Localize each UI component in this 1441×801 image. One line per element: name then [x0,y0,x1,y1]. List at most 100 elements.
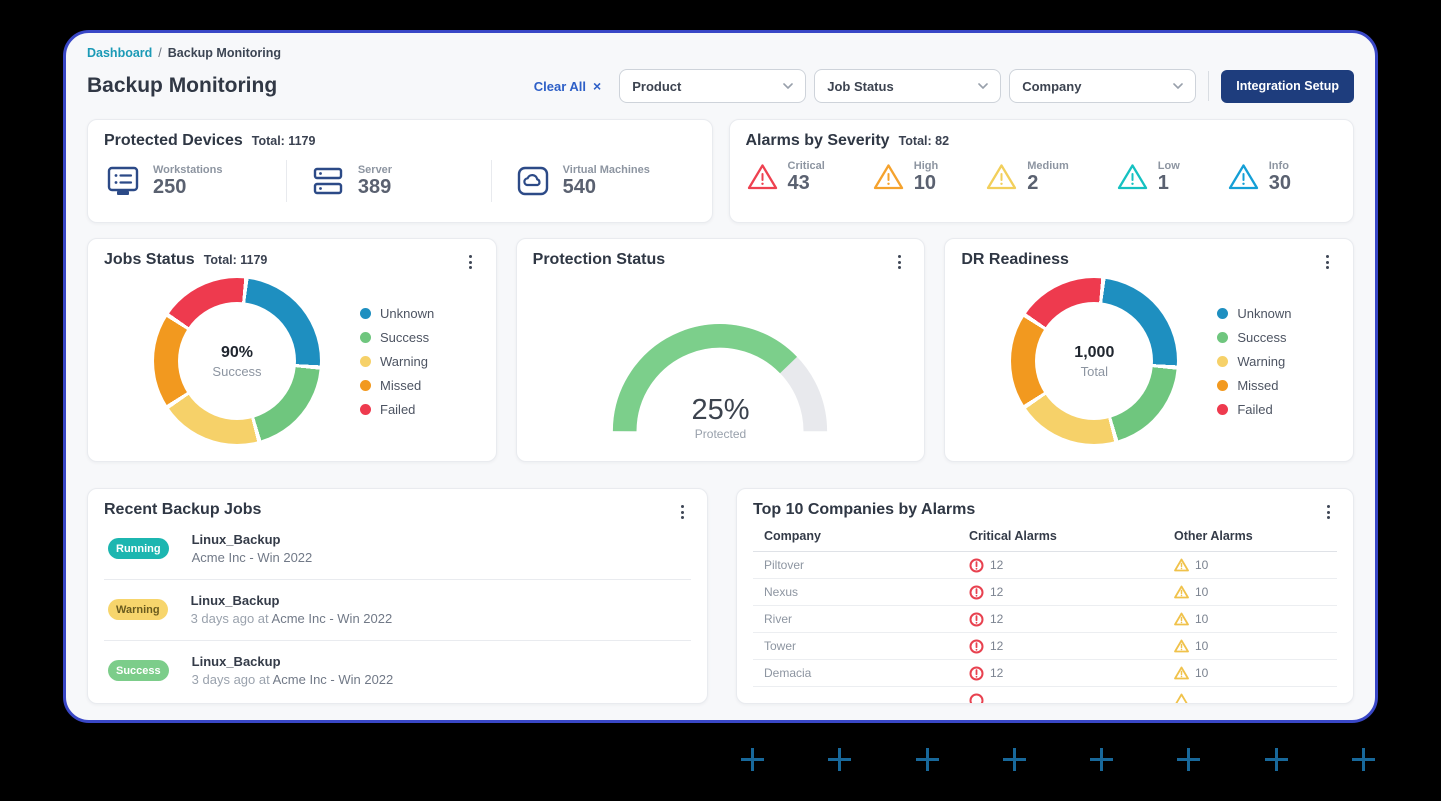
page-title: Backup Monitoring [87,74,278,97]
job-subtitle: 3 days ago at Acme Inc - Win 2022 [191,611,393,626]
job-company: Acme Inc - Win 2022 [272,672,394,687]
donut-center-value: 1,000 [1074,343,1115,361]
stat-value: 1 [1157,172,1169,194]
jobs-status-menu-button[interactable] [462,253,480,271]
stat-label: Virtual Machines [562,164,650,176]
companies-table: Company Critical Alarms Other Alarms Pil… [753,529,1337,703]
product-filter-dropdown[interactable]: Product [619,69,807,103]
warning-triangle-icon [1174,585,1189,599]
stat-label: Info [1268,160,1289,172]
legend-item: Warning [1217,354,1291,369]
close-icon: × [593,78,602,94]
company-name: River [764,612,793,626]
medium-alarms-stat: Medium 2 [985,160,1069,194]
company-name: Demacia [764,666,812,680]
gauge-center-value: 25% [691,394,750,426]
other-count: 10 [1195,639,1209,653]
legend-dot [1217,355,1229,367]
protection-status-menu-button[interactable] [890,253,908,271]
server-stat: Server 389 [309,163,491,199]
legend-dot [360,379,371,391]
dashboard-window: Dashboard / Backup Monitoring Backup Mon… [63,30,1378,723]
legend-item: Warning [360,354,434,369]
table-row: Nexus 12 10 [753,579,1337,606]
company-filter-dropdown[interactable]: Company [1009,69,1197,103]
legend-label: Failed [380,401,416,417]
critical-count: 12 [990,612,1004,626]
other-count: 10 [1195,666,1209,680]
stat-value: 389 [357,176,392,198]
other-alarms-cell: 10 [1174,558,1337,572]
job-name: Linux_Backup [191,532,281,547]
job-time: 3 days ago at [190,611,272,626]
page-header: Backup Monitoring Clear All × Product Jo… [87,69,1354,103]
critical-circle-icon [969,666,984,681]
card-title: Alarms by Severity [745,132,890,149]
critical-circle-icon [969,585,984,600]
other-count: 10 [1195,585,1209,599]
warning-triangle-icon [1174,693,1189,703]
protection-status-card: Protection Status 25% Protected [515,238,926,462]
card-total: Total: 1179 [203,253,268,267]
critical-count: 12 [990,639,1004,653]
protection-gauge-chart: 25% Protected [602,313,838,445]
job-subtitle: 3 days ago at Acme Inc - Win 2022 [192,672,394,687]
critical-count: 12 [990,666,1004,680]
dr-readiness-menu-button[interactable] [1319,253,1337,271]
job-status-filter-dropdown[interactable]: Job Status [814,69,1002,103]
clear-all-button[interactable]: Clear All × [534,78,601,94]
legend-dot [360,331,371,343]
stat-divider [490,160,492,202]
company-name: Nexus [764,585,799,599]
card-title: DR Readiness [961,251,1069,268]
clear-all-label: Clear All [533,78,587,94]
other-alarms-cell: 10 [1174,666,1337,680]
other-count: 10 [1195,558,1209,572]
company-name: Piltover [764,558,805,572]
workstations-stat: Workstations 250 [104,163,286,199]
critical-alarms-cell: 12 [969,585,1174,600]
legend-dot [360,307,371,319]
legend-label: Failed [1237,401,1273,417]
other-alarms-cell: 10 [1174,639,1337,653]
stat-label: High [913,160,939,172]
critical-circle-icon [969,558,984,573]
plus-icon [1090,748,1114,771]
legend-label: Success [1237,329,1287,345]
recent-jobs-menu-button[interactable] [673,503,691,521]
critical-alarms-cell: 12 [969,639,1174,654]
workstation-icon [104,163,142,199]
plus-icon [915,748,939,771]
status-badge: Warning [108,599,168,620]
jobs-status-donut-chart: 90% Success [154,278,320,444]
stat-value: 250 [153,176,187,198]
top-companies-menu-button[interactable] [1319,503,1337,521]
critical-alarms-cell: 12 [969,612,1174,627]
legend-label: Warning [1237,353,1286,369]
job-name: Linux_Backup [191,654,281,669]
legend-label: Unknown [380,305,435,321]
legend-label: Warning [380,353,428,369]
legend-label: Unknown [1237,305,1292,321]
warning-triangle-icon [872,162,905,192]
gauge-center-label: Protected [694,427,747,441]
other-alarms-cell: 10 [1174,585,1337,599]
dr-readiness-donut-chart: 1,000 Total [1011,278,1178,444]
card-title: Top 10 Companies by Alarms [753,501,976,518]
legend-item: Failed [360,402,434,417]
legend-item: Missed [360,378,434,393]
table-row: River 12 10 [753,606,1337,633]
stat-label: Server [357,164,393,176]
integration-setup-button[interactable]: Integration Setup [1221,69,1354,103]
table-row-partial [753,687,1337,703]
backup-job-row: Success Linux_Backup 3 days ago at Acme … [104,641,691,701]
warning-triangle-icon [985,162,1018,192]
product-filter-value: Product [632,78,682,94]
status-badge: Success [108,660,169,681]
critical-alarms-cell: 12 [969,666,1174,681]
vm-cloud-icon [514,163,552,199]
donut-center-label: Success [212,363,262,379]
breadcrumb-dashboard-link[interactable]: Dashboard [87,46,153,60]
chevron-down-icon [783,83,794,89]
legend-dot [360,403,371,415]
